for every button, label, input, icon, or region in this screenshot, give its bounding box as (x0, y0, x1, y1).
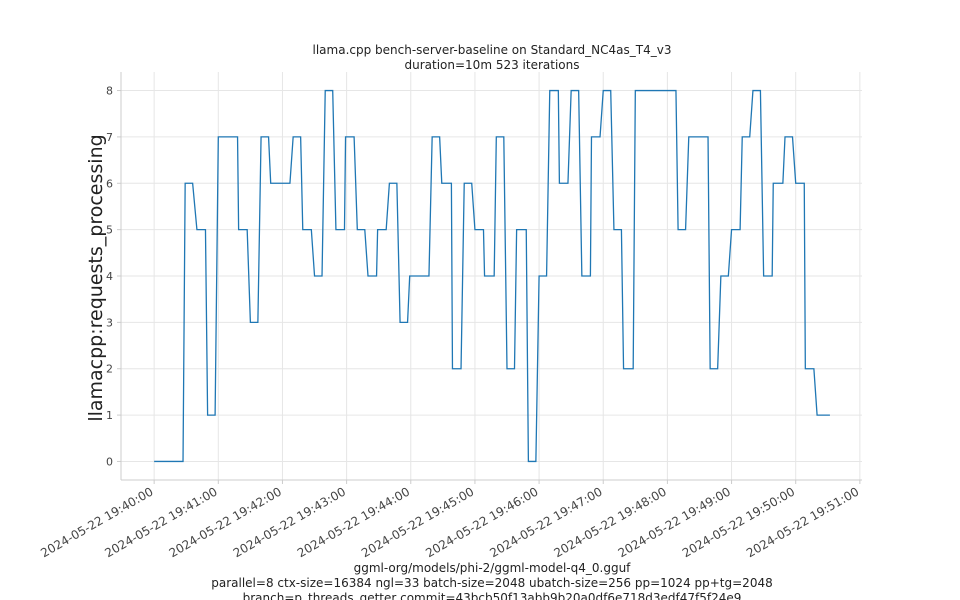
x-tick-label: 2024-05-22 19:44:00 (295, 484, 412, 560)
y-tick-label: 5 (106, 224, 113, 237)
x-tick-label: 2024-05-22 19:46:00 (423, 484, 540, 560)
x-tick-label: 2024-05-22 19:42:00 (167, 484, 284, 560)
x-tick-label: 2024-05-22 19:43:00 (231, 484, 348, 560)
y-tick-label: 3 (106, 316, 113, 329)
y-tick-label: 8 (106, 85, 113, 98)
chart-title: llama.cpp bench-server-baseline on Stand… (313, 43, 672, 57)
x-tick-label: 2024-05-22 19:41:00 (102, 484, 219, 560)
x-tick-label: 2024-05-22 19:48:00 (552, 484, 669, 560)
x-tick-label: 2024-05-22 19:49:00 (616, 484, 733, 560)
y-tick-label: 0 (106, 455, 113, 468)
y-tick-label: 4 (106, 270, 113, 283)
x-tick-label: 2024-05-22 19:40:00 (38, 484, 155, 560)
x-tick-label: 2024-05-22 19:50:00 (680, 484, 797, 560)
x-tick-label: 2024-05-22 19:45:00 (359, 484, 476, 560)
data-line (154, 89, 830, 463)
x-axis-label: ggml-org/models/phi-2/ggml-model-q4_0.gg… (354, 561, 632, 575)
y-tick-label: 6 (106, 177, 113, 190)
y-axis-label: llamacpp:requests_processing (85, 134, 107, 421)
y-tick-label: 7 (106, 131, 113, 144)
x-tick-label: 2024-05-22 19:51:00 (744, 484, 861, 560)
y-tick-label: 2 (106, 363, 113, 376)
x-axis-label: branch=p_threads_getter commit=43bcb50f1… (243, 591, 742, 600)
x-axis-label: parallel=8 ctx-size=16384 ngl=33 batch-s… (211, 576, 772, 590)
chart-subtitle: duration=10m 523 iterations (405, 58, 580, 72)
x-tick-label: 2024-05-22 19:47:00 (487, 484, 604, 560)
y-tick-label: 1 (106, 409, 113, 422)
